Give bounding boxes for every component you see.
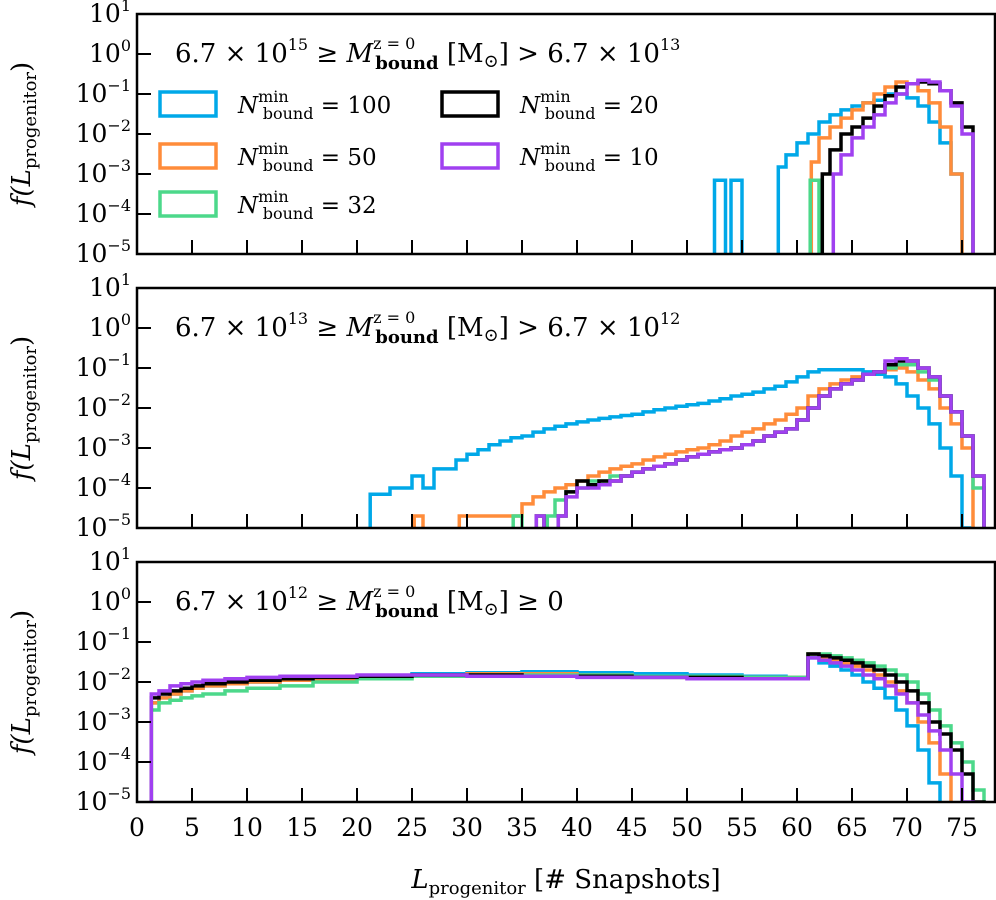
x-tick-label: 0 — [129, 813, 145, 842]
panel-title: 6.7 × 1012 ≥ Mz = 0 bound [M⊙] ≥ 0 — [175, 582, 564, 622]
y-tick-label: 101 — [89, 0, 131, 28]
x-tick-label: 25 — [396, 813, 428, 842]
y-tick-label: 10−4 — [76, 470, 131, 502]
x-tick-label: 45 — [616, 813, 648, 842]
series-group — [368, 357, 986, 528]
panel-title: 6.7 × 1013 ≥ Mz = 0 bound [M⊙] > 6.7 × 10… — [175, 308, 680, 348]
x-tick-label: 10 — [231, 813, 263, 842]
panel-1: 101 100 10−1 10−2 10−3 10−4 10−5 f(Lprogenitor)… — [7, 0, 996, 268]
x-tick-label: 70 — [891, 813, 923, 842]
y-tick-label: 10−3 — [76, 156, 131, 188]
legend-item: Nmin bound = 100 — [158, 87, 391, 123]
y-tick-label: 100 — [89, 36, 131, 68]
legend-item: Nmin bound = 10 — [440, 139, 659, 175]
legend-swatch — [158, 190, 218, 218]
y-tick-label: 101 — [89, 544, 131, 576]
y-tick-label: 10−5 — [76, 236, 131, 268]
series-group — [149, 652, 986, 802]
x-tick-label: 40 — [561, 813, 593, 842]
y-tick-label: 10−5 — [76, 784, 131, 816]
y-tick-label: 10−5 — [76, 510, 131, 542]
y-tick-label: 10−1 — [76, 624, 131, 656]
legend-label: Nmin bound = 20 — [519, 87, 659, 123]
series-line-100 — [368, 368, 975, 528]
y-tick-label: 10−1 — [76, 350, 131, 382]
y-tick-label: 10−1 — [76, 76, 131, 108]
y-tick-label: 100 — [89, 584, 131, 616]
series-line-10 — [534, 357, 986, 528]
legend-label: Nmin bound = 32 — [237, 187, 377, 223]
series-line-32 — [808, 178, 821, 254]
series-line-20 — [534, 359, 986, 528]
y-tick-label: 10−2 — [76, 116, 131, 148]
panel-title: 6.7 × 1015 ≥ Mz = 0 bound [M⊙] > 6.7 × 10… — [175, 34, 680, 74]
series-line-50 — [809, 80, 964, 254]
y-tick-label: 101 — [89, 270, 131, 302]
x-tick-label: 30 — [451, 813, 483, 842]
y-tick-label: 10−3 — [76, 430, 131, 462]
x-axis-label: Lprogenitor [# Snapshots] — [410, 865, 720, 899]
x-tick-label: 35 — [506, 813, 538, 842]
y-tick-label: 10−4 — [76, 744, 131, 776]
x-tick-label: 15 — [286, 813, 318, 842]
legend-label: Nmin bound = 100 — [237, 87, 391, 123]
y-axis-label: f(Lprogenitor) — [7, 62, 41, 208]
series-line-10 — [831, 78, 975, 254]
legend-label: Nmin bound = 10 — [519, 139, 659, 175]
x-tick-label: 60 — [781, 813, 813, 842]
series-line-50 — [412, 366, 975, 528]
panel-3: 101 100 10−1 10−2 10−3 10−4 10−50 5 10 15 20 25 30 35… — [7, 544, 996, 842]
series-line-32 — [511, 363, 986, 528]
x-tick-label: 5 — [184, 813, 200, 842]
x-tick-label: 75 — [946, 813, 978, 842]
x-tick-label: 55 — [726, 813, 758, 842]
legend-label: Nmin bound = 50 — [237, 139, 377, 175]
legend-swatch — [440, 90, 500, 118]
legend-swatch — [440, 142, 500, 170]
x-tick-label: 65 — [836, 813, 868, 842]
y-tick-label: 100 — [89, 310, 131, 342]
series-group — [712, 78, 975, 254]
series-line-100 — [712, 92, 964, 254]
y-axis-label: f(Lprogenitor) — [7, 610, 41, 756]
y-tick-label: 10−2 — [76, 390, 131, 422]
legend-swatch — [158, 90, 218, 118]
x-tick-label: 50 — [671, 813, 703, 842]
legend-item: Nmin bound = 50 — [158, 139, 377, 175]
panel-2: 101 100 10−1 10−2 10−3 10−4 10−5 f(Lprogenitor)… — [7, 270, 996, 542]
x-tick-label: 20 — [341, 813, 373, 842]
y-axis-label: f(Lprogenitor) — [7, 336, 41, 482]
y-tick-label: 10−4 — [76, 196, 131, 228]
legend: Nmin bound = 100 Nmin bound = 50 Nmin bound =… — [158, 87, 659, 223]
legend-swatch — [158, 142, 218, 170]
y-tick-label: 10−2 — [76, 664, 131, 696]
legend-item: Nmin bound = 32 — [158, 187, 377, 223]
y-tick-label: 10−3 — [76, 704, 131, 736]
series-line-10 — [149, 656, 975, 802]
legend-item: Nmin bound = 20 — [440, 87, 659, 123]
